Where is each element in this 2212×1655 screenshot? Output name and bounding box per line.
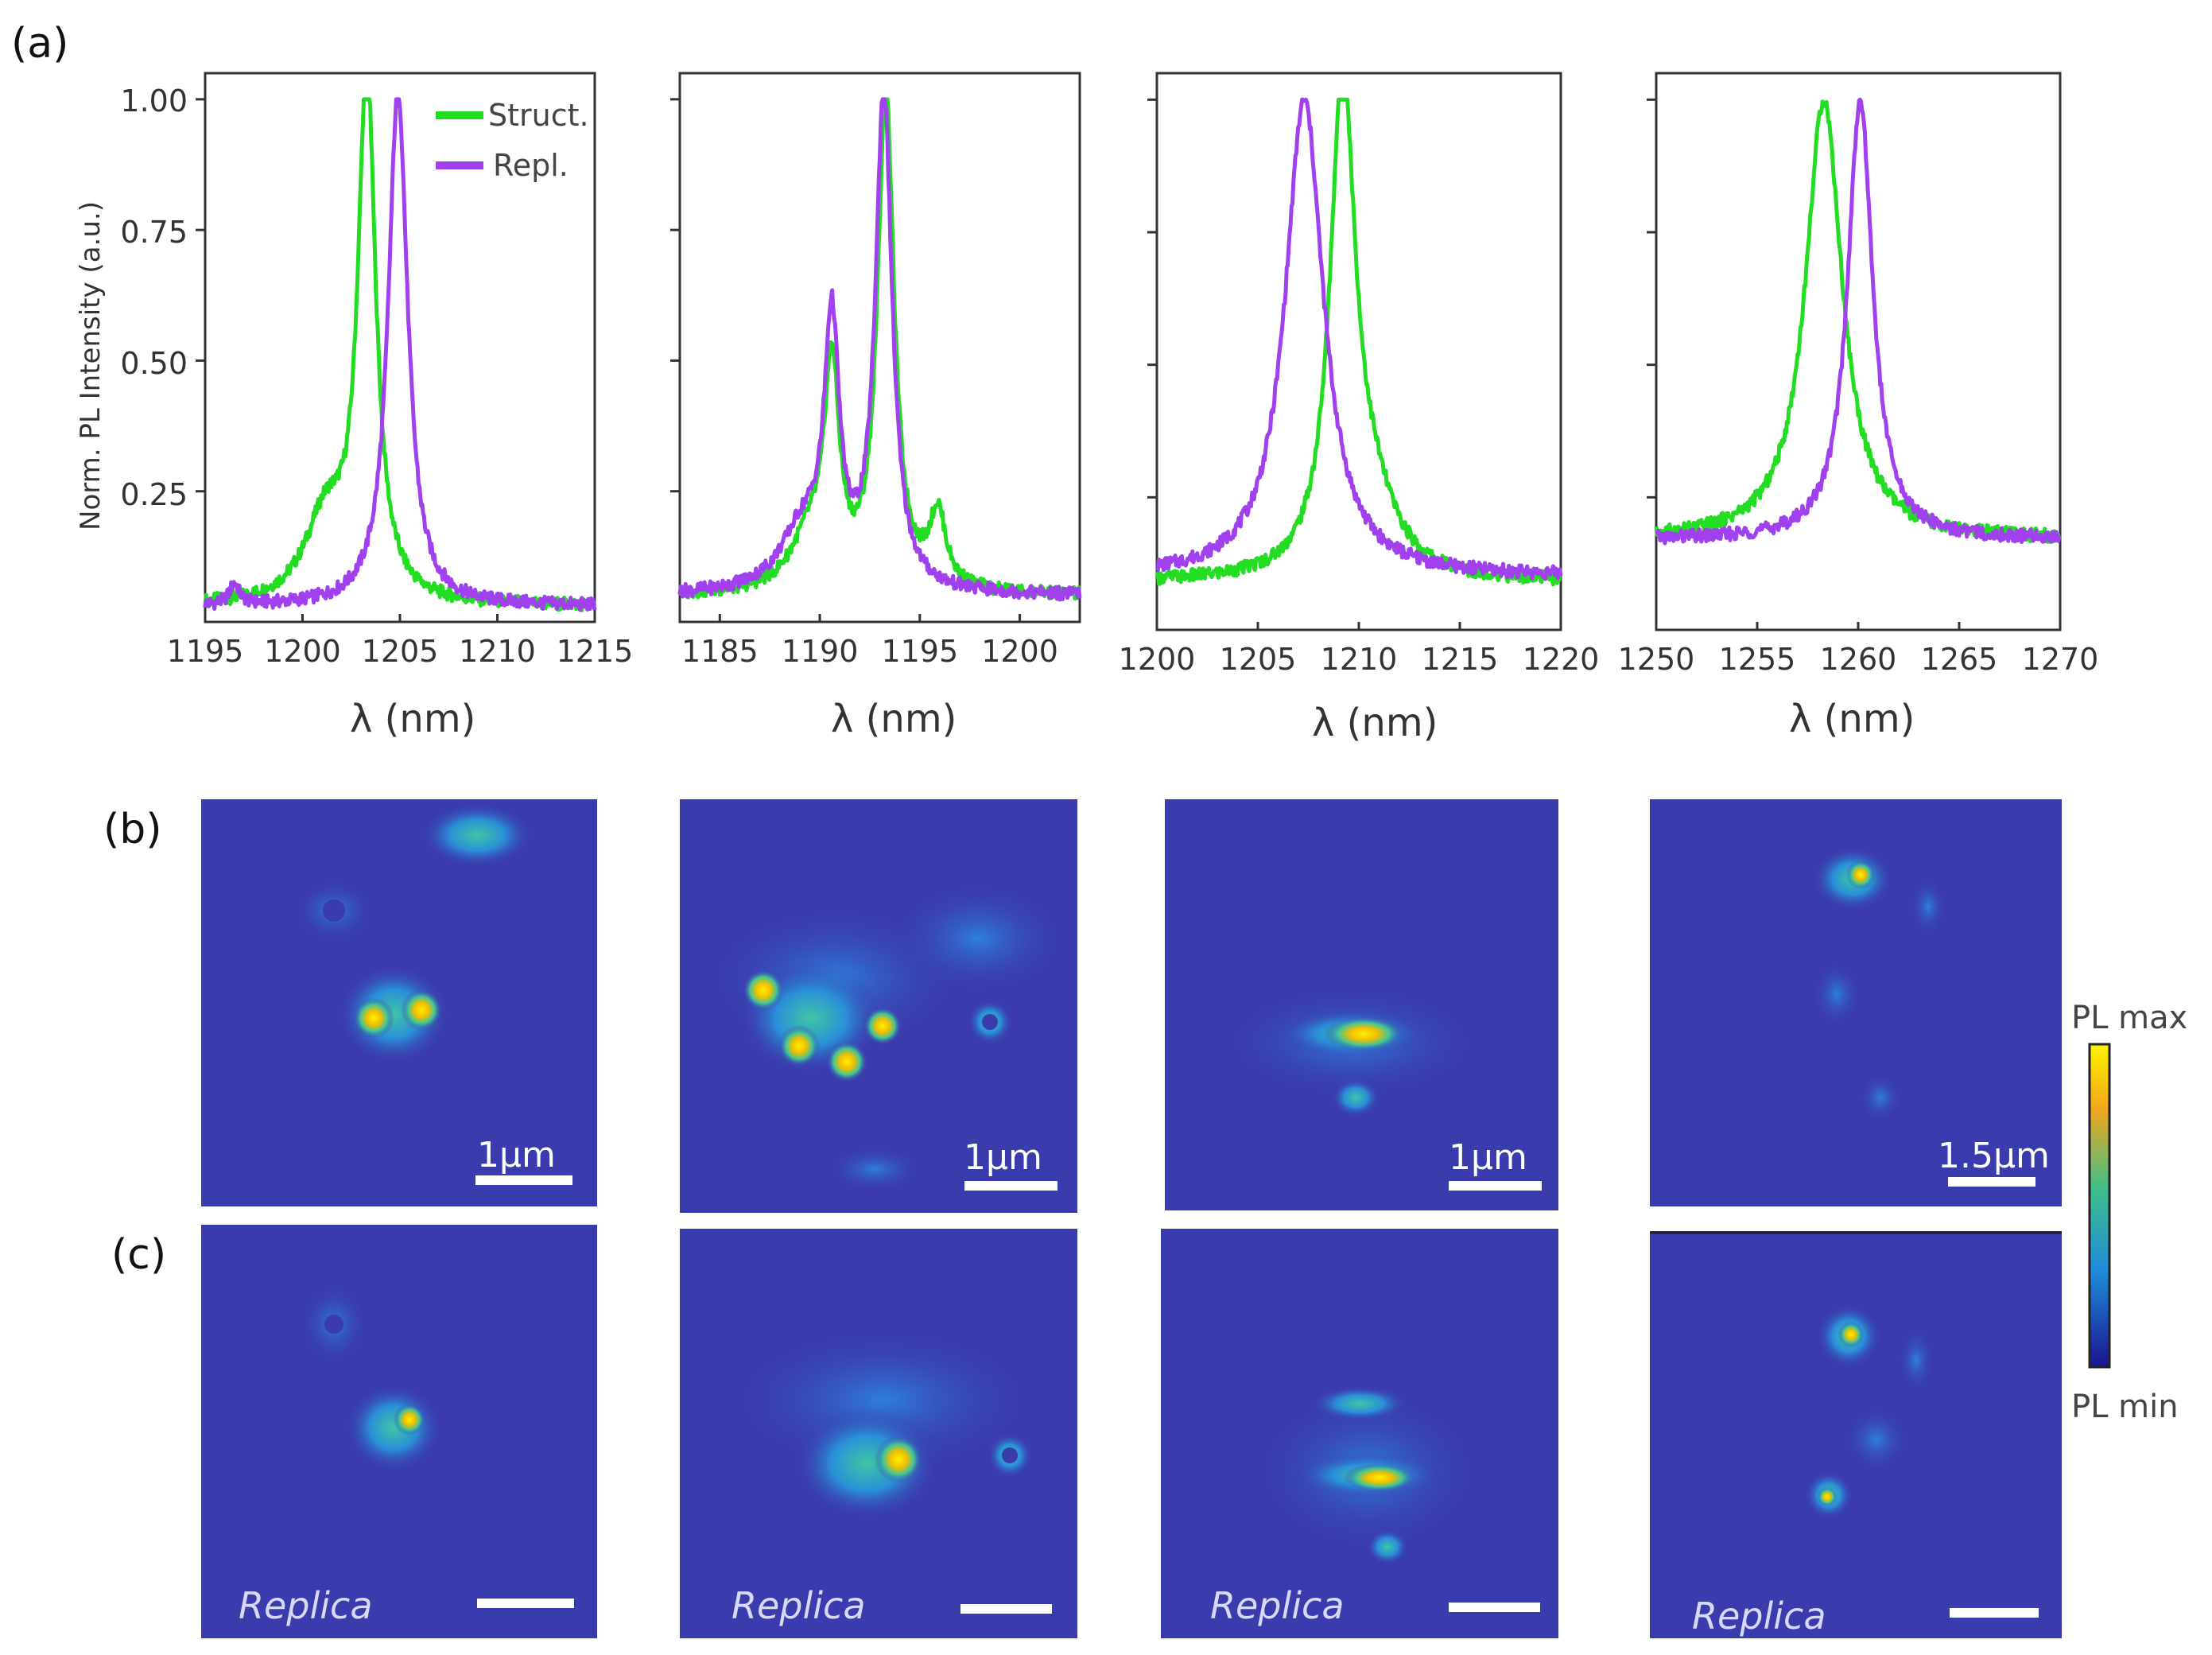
x-tick-label: 1255 [1719, 642, 1796, 677]
panel-label-b: (b) [103, 806, 162, 853]
series-line-repl [1655, 97, 2062, 546]
y-tick-label: 0.50 [120, 346, 188, 381]
x-tick-label: 1195 [881, 634, 958, 669]
x-axis-titles: λ (nm) λ (nm) λ (nm) λ (nm) [350, 697, 1915, 745]
scale-bar-label-b3: 1μm [1449, 1137, 1527, 1178]
map-c2: Replica [680, 1229, 1077, 1638]
map-b3: 1μm [1165, 799, 1558, 1210]
plot-2: 1185 1190 1195 1200 [670, 72, 1082, 669]
x-unit: (nm) [1347, 701, 1438, 745]
map-c1: Replica [201, 1225, 597, 1638]
x-tick-label: 1210 [1321, 642, 1398, 677]
x-tick-label: 1210 [459, 634, 536, 669]
y-tick-labels: 1.00 0.75 0.50 0.25 [120, 84, 188, 512]
plot-3: 1200 1205 1210 1215 1220 [1119, 72, 1600, 677]
y-tick-label: 0.75 [120, 215, 188, 250]
scale-bar-label-b1: 1μm [477, 1135, 556, 1175]
x-axis-title-2: λ (nm) [831, 697, 957, 741]
y-axis-title: Norm. PL Intensity (a.u.) [75, 201, 107, 530]
colorbar-gradient [2088, 1043, 2111, 1369]
colorbar-min-label: PL min [2071, 1389, 2179, 1425]
map-c3: Replica [1161, 1229, 1558, 1638]
lambda-symbol: λ [1789, 697, 1811, 741]
colorbar-max-label: PL max [2071, 1000, 2187, 1036]
x-tick-label: 1190 [782, 634, 859, 669]
x-tick-label: 1195 [167, 634, 244, 669]
x-axis-title-4: λ (nm) [1789, 697, 1915, 741]
x-tick-label: 1215 [1422, 642, 1499, 677]
panel-label-a: (a) [11, 20, 68, 68]
x-tick-label: 1200 [981, 634, 1058, 669]
x-tick-label: 1260 [1820, 642, 1897, 677]
x-tick-label: 1200 [1119, 642, 1196, 677]
x-unit: (nm) [385, 697, 476, 741]
x-axis-title-3: λ (nm) [1312, 701, 1438, 745]
x-axis-title-1: λ (nm) [350, 697, 475, 741]
replica-label-c3: Replica [1210, 1584, 1345, 1627]
colorbar: PL max PL min [2071, 1000, 2187, 1425]
x-tick-label: 1270 [2022, 642, 2099, 677]
plot-4: 1250 1255 1260 1265 1270 [1618, 72, 2099, 677]
y-tick-label: 1.00 [120, 84, 188, 118]
lambda-symbol: λ [831, 697, 853, 741]
lambda-symbol: λ [350, 697, 372, 741]
x-tick-label: 1205 [1220, 642, 1297, 677]
series-line-struct [1654, 99, 2062, 545]
map-b1: 1μm [201, 799, 597, 1206]
y-tick-label: 0.25 [120, 477, 188, 512]
x-tick-label: 1205 [362, 634, 439, 669]
x-tick-label: 1185 [681, 634, 759, 669]
series-line-repl [677, 97, 1082, 602]
x-tick-label: 1265 [1921, 642, 1998, 677]
legend-repl-label: Repl. [493, 148, 569, 183]
series-line-repl [1155, 97, 1563, 581]
plot-1: 1195 1200 1205 1210 1215 [167, 72, 634, 669]
x-tick-label: 1220 [1523, 642, 1600, 677]
map-b4: 1.5μm [1650, 799, 2062, 1206]
x-tick-label: 1200 [264, 634, 341, 669]
panel-label-c: (c) [111, 1231, 166, 1279]
replica-label-c1: Replica [239, 1584, 373, 1627]
legend: Struct. Repl. [436, 98, 589, 183]
x-tick-label: 1250 [1618, 642, 1695, 677]
series-line-repl [203, 97, 597, 612]
x-unit: (nm) [866, 697, 957, 741]
lambda-symbol: λ [1312, 701, 1334, 745]
map-b2: 1μm [680, 799, 1077, 1213]
scale-bar-label-b2: 1μm [964, 1137, 1042, 1178]
scale-bar-label-b4: 1.5μm [1938, 1136, 2050, 1176]
replica-label-c2: Replica [732, 1584, 866, 1627]
replica-label-c4: Replica [1692, 1595, 1826, 1638]
map-c4: Replica [1650, 1231, 2062, 1638]
x-unit: (nm) [1824, 697, 1915, 741]
legend-struct-label: Struct. [488, 98, 589, 133]
series-line-struct [1155, 97, 1563, 587]
x-tick-label: 1215 [557, 634, 634, 669]
